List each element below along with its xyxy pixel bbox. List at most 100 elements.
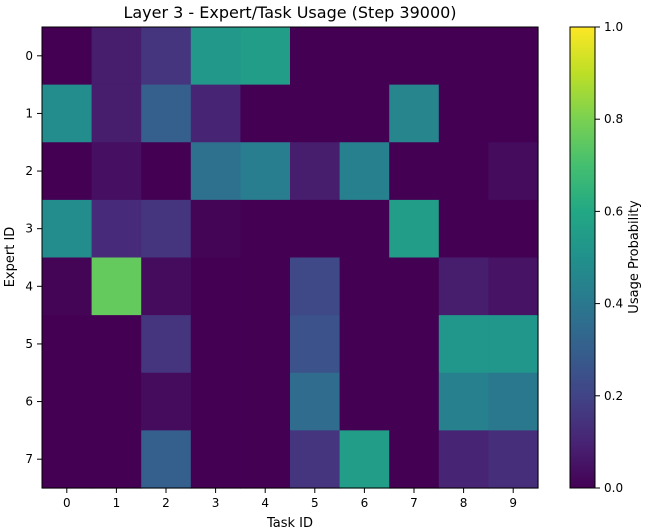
heatmap-cell	[190, 372, 241, 431]
heatmap-cell	[141, 430, 192, 489]
heatmap-cell	[389, 27, 440, 86]
heatmap-cell	[42, 257, 93, 316]
y-tick-label: 2	[25, 164, 33, 178]
heatmap-cell	[190, 27, 241, 86]
heatmap-cell	[42, 142, 93, 201]
heatmap-cell	[141, 142, 192, 201]
heatmap-cell	[190, 315, 241, 374]
heatmap-cell	[438, 199, 489, 259]
colorbar-tick-label: 0.4	[604, 297, 623, 311]
heatmap-cell	[339, 84, 390, 143]
heatmap-cell	[290, 315, 341, 374]
y-tick-label: 7	[25, 452, 33, 466]
heatmap-cell	[91, 430, 142, 489]
heatmap-cell	[141, 84, 192, 143]
colorbar-ticks: 0.0 0.2 0.4 0.6 0.8 1.0	[595, 20, 623, 495]
y-tick-label: 3	[25, 222, 33, 236]
heatmap-cell	[339, 315, 390, 374]
x-tick-label: 6	[361, 496, 369, 510]
heatmap-cell	[389, 372, 440, 431]
heatmap-cell	[389, 257, 440, 316]
heatmap-cell	[438, 315, 489, 374]
heatmap-cell	[438, 372, 489, 431]
heatmap-cell	[91, 257, 142, 316]
heatmap-cell	[389, 142, 440, 201]
heatmap-cell	[290, 142, 341, 201]
heatmap-cell	[389, 315, 440, 374]
heatmap-cell	[42, 199, 93, 259]
heatmap-cell	[488, 315, 539, 374]
heatmap-cell	[91, 142, 142, 201]
heatmap-cell	[240, 84, 291, 143]
heatmap-cell	[190, 199, 241, 259]
x-tick-label: 7	[410, 496, 418, 510]
heatmap-cell	[240, 430, 291, 489]
x-tick-label: 4	[261, 496, 269, 510]
heatmap-cell	[240, 142, 291, 201]
heatmap-cell	[339, 199, 390, 259]
y-tick-label: 5	[25, 337, 33, 351]
x-tick-label: 1	[113, 496, 121, 510]
colorbar-label: Usage Probability	[627, 200, 642, 314]
y-tick-label: 4	[25, 279, 33, 293]
heatmap-cell	[438, 430, 489, 489]
heatmap-cell	[240, 27, 291, 86]
x-tick-label: 5	[311, 496, 319, 510]
heatmap-cell	[141, 27, 192, 86]
heatmap-cell	[91, 372, 142, 431]
heatmap-cell	[488, 430, 539, 489]
heatmap-cell	[42, 27, 93, 86]
heatmap-cell	[42, 315, 93, 374]
heatmap-cell	[240, 199, 291, 259]
heatmap-cell	[240, 315, 291, 374]
heatmap-cell	[488, 84, 539, 143]
y-axis-ticks: 0 1 2 3 4 5 6 7	[25, 49, 42, 466]
heatmap-cell	[190, 84, 241, 143]
y-axis-label: Expert ID	[3, 227, 18, 288]
heatmap-cell	[141, 315, 192, 374]
heatmap-cell	[290, 27, 341, 86]
heatmap-cell	[42, 372, 93, 431]
heatmap-cell	[438, 142, 489, 201]
heatmap-cell	[488, 142, 539, 201]
x-tick-label: 8	[460, 496, 468, 510]
x-axis-ticks: 0 1 2 3 4 5 6 7 8 9	[63, 488, 517, 510]
heatmap-cell	[488, 372, 539, 431]
heatmap-cell	[91, 315, 142, 374]
heatmap-cell	[240, 372, 291, 431]
heatmap-cell	[389, 199, 440, 259]
x-tick-label: 2	[162, 496, 170, 510]
heatmap-cell	[339, 430, 390, 489]
heatmap-cell	[488, 27, 539, 86]
heatmap-cell	[339, 142, 390, 201]
heatmap-cell	[488, 199, 539, 259]
heatmap-cell	[190, 142, 241, 201]
colorbar-tick-label: 1.0	[604, 20, 623, 34]
heatmap-cell	[339, 27, 390, 86]
colorbar-tick-label: 0.0	[604, 481, 623, 495]
heatmap-cell	[339, 257, 390, 316]
y-tick-label: 1	[25, 106, 33, 120]
colorbar-tick-label: 0.6	[604, 204, 623, 218]
heatmap-cell	[488, 257, 539, 316]
heatmap-cell	[290, 84, 341, 143]
heatmap-cells	[42, 27, 539, 489]
heatmap-cell	[438, 84, 489, 143]
x-tick-label: 3	[212, 496, 220, 510]
x-tick-label: 0	[63, 496, 71, 510]
heatmap-cell	[389, 84, 440, 143]
chart-title: Layer 3 - Expert/Task Usage (Step 39000)	[123, 3, 456, 22]
heatmap-cell	[42, 430, 93, 489]
heatmap-cell	[438, 27, 489, 86]
x-tick-label: 9	[509, 496, 517, 510]
x-axis-label: Task ID	[266, 516, 313, 531]
heatmap-cell	[240, 257, 291, 316]
plot-frame	[41, 26, 539, 489]
heatmap-cell	[141, 257, 192, 316]
heatmap-cell	[42, 84, 93, 143]
heatmap-cell	[290, 257, 341, 316]
y-tick-label: 0	[25, 49, 33, 63]
colorbar	[569, 26, 596, 489]
colorbar-tick-label: 0.2	[604, 389, 623, 403]
